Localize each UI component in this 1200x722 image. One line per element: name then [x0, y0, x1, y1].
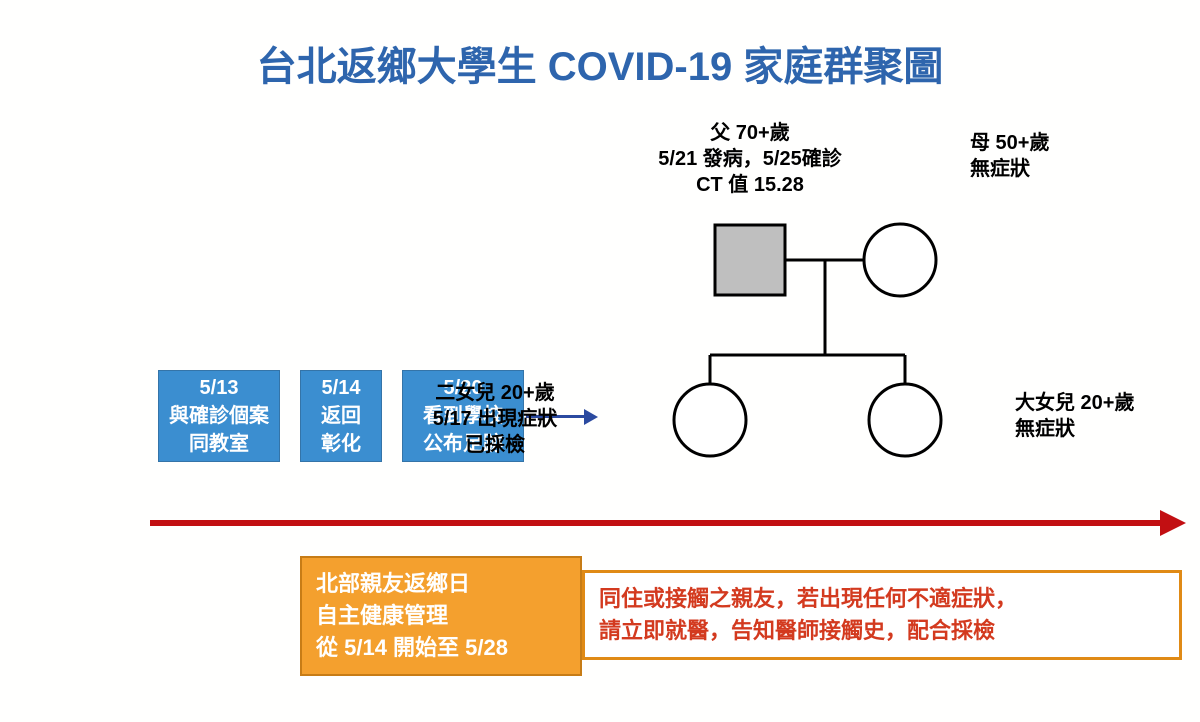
guidance-box: 北部親友返鄉日 自主健康管理 從 5/14 開始至 5/28 [300, 556, 582, 676]
event-date-1: 5/14 [322, 377, 361, 399]
timeline-arrow-head [1160, 510, 1186, 536]
page-title: 台北返鄉大學生 COVID-19 家庭群聚圖 [0, 34, 1200, 92]
pedigree-chart: 父 70+歲 5/21 發病，5/25確診 CT 值 15.28 母 50+歲 … [560, 120, 1180, 490]
event-text-1: 返回 彰化 [321, 405, 361, 455]
label-daughter1: 大女兒 20+歲 無症狀 [1015, 390, 1185, 442]
label-daughter2: 二女兒 20+歲 5/17 出現症狀 已採檢 [410, 380, 580, 458]
event-box-1: 5/14 返回 彰化 [300, 370, 382, 462]
event-date-0: 5/13 [200, 377, 239, 399]
stage: 台北返鄉大學生 COVID-19 家庭群聚圖 5/13 與確診個案 同教室 5/1… [0, 0, 1200, 722]
label-father: 父 70+歲 5/21 發病，5/25確診 CT 值 15.28 [620, 120, 880, 198]
label-mother: 母 50+歲 無症狀 [970, 130, 1130, 182]
timeline-bar [150, 520, 1160, 526]
event-text-0: 與確診個案 同教室 [169, 405, 269, 455]
event-box-0: 5/13 與確診個案 同教室 [158, 370, 280, 462]
notice-box: 同住或接觸之親友，若出現任何不適症狀， 請立即就醫，告知醫師接觸史，配合採檢 [582, 570, 1182, 660]
